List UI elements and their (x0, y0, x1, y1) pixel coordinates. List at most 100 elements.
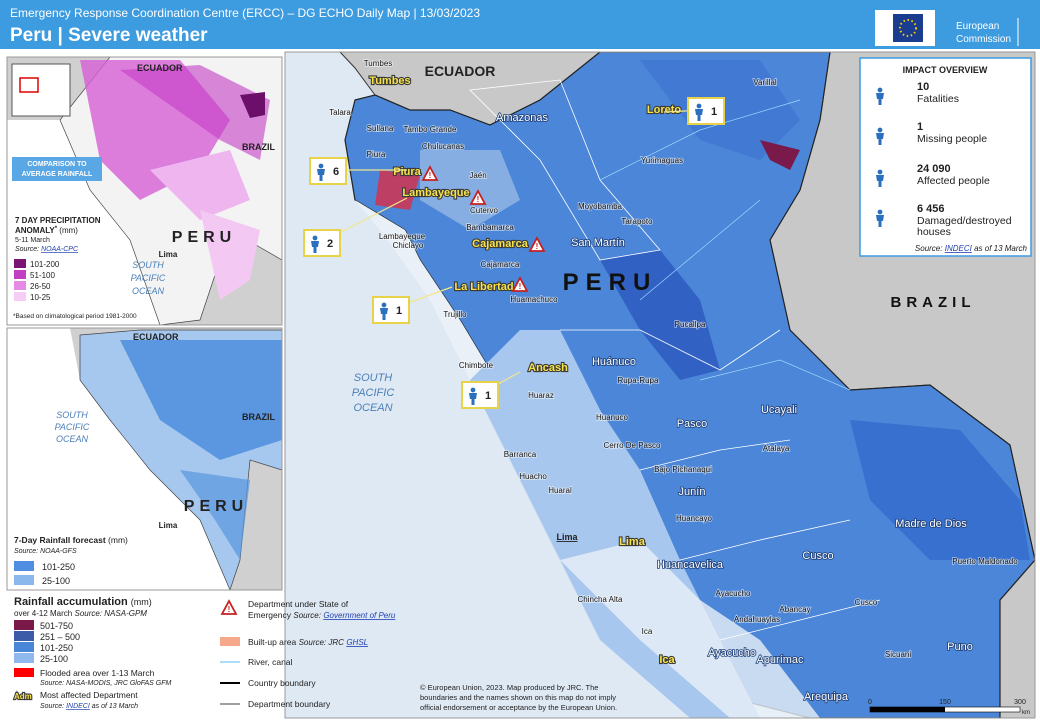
city-label: Varillal (753, 78, 777, 87)
affected-department: Cajamarca (472, 238, 529, 250)
impact-source: Source: INDECI as of 13 March (915, 244, 1028, 253)
city-label: Huamachuco (510, 295, 558, 304)
impact-value: 6 456 (917, 203, 945, 215)
city-label: Chimbote (459, 361, 494, 370)
callout-box (309, 157, 347, 185)
city-label: Barranca (504, 450, 537, 459)
city-label: Piura (367, 150, 386, 159)
locator (11, 63, 71, 117)
department-label: San Martín (571, 237, 625, 249)
legend-text: Department boundary (248, 699, 331, 709)
country-label: ECUADOR (425, 63, 496, 79)
inset-frame (6, 327, 283, 591)
city-label: Puerto Maldonado (952, 557, 1018, 566)
callout-value: 1 (485, 390, 491, 402)
legend-text: Emergency Source: Government of Peru (248, 610, 396, 620)
impact-title: IMPACT OVERVIEW (903, 65, 988, 75)
ocean-label: SOUTH (132, 260, 164, 270)
inset-frame (6, 56, 283, 326)
city-label: Abancay (779, 605, 810, 614)
comparison-badge (12, 157, 102, 181)
anomaly-title: 7 DAY PRECIPITATION (15, 216, 101, 225)
class-swatch (14, 575, 34, 585)
callout-value: 6 (333, 166, 339, 178)
department-label: Junín (679, 486, 706, 498)
department-label: Arequipa (804, 691, 849, 703)
class-label: 251 – 500 (40, 632, 80, 642)
class-label: 26-50 (30, 282, 51, 291)
department-label: Ayacucho (708, 647, 756, 659)
impact-value: 10 (917, 81, 929, 93)
disclaimer: official endorsement or acceptance by th… (420, 703, 617, 712)
department-label: Huancavelica (657, 559, 724, 571)
locator-box (19, 77, 39, 93)
city-label: Sicuani (885, 650, 911, 659)
class-label: 101-250 (42, 562, 75, 572)
country-label: BRAZIL (242, 412, 275, 422)
forecast-inset (7, 328, 282, 590)
class-swatch (14, 620, 34, 630)
capital-label: Lima (556, 532, 578, 542)
logo-text: Commission (956, 34, 1011, 45)
impact-value: 1 (917, 121, 923, 133)
country-label: PERU (172, 229, 236, 246)
affected-department: Loreto (647, 104, 682, 116)
affected-department: Lima (619, 536, 646, 548)
affected-department: Tumbes (369, 75, 410, 87)
city-label: Huacho (519, 472, 547, 481)
capital-label: Lima (159, 250, 178, 259)
class-swatch (14, 281, 26, 290)
city-label: Cutervo (470, 206, 499, 215)
department-label: Cusco (802, 550, 833, 562)
city-label: Chulucanas (422, 142, 464, 151)
city-label: Rupa-Rupa (618, 376, 659, 385)
city-label: Cajamarca (481, 260, 520, 269)
department-label: Pasco (677, 418, 708, 430)
header-band (0, 0, 1040, 49)
class-swatch (14, 653, 34, 663)
legend-title: Rainfall accumulation (mm) (14, 596, 152, 608)
impact-value: 24 090 (917, 163, 951, 175)
impact-label: Fatalities (917, 93, 959, 105)
ocean-label: PACIFIC (55, 422, 90, 432)
capital-label: Lima (159, 521, 178, 530)
agency-line: Emergency Response Coordination Centre (… (10, 6, 480, 20)
badge-text: AVERAGE RAINFALL (22, 171, 93, 178)
callout-value: 1 (396, 305, 402, 317)
department-label: Amazonas (496, 112, 548, 124)
city-label: Huancayo (676, 514, 713, 523)
class-label: 25-100 (40, 654, 68, 664)
legend-period: over 4-12 March Source: NASA-GPM (14, 609, 147, 618)
flood-swatch (14, 668, 34, 677)
builtup-swatch (220, 637, 240, 646)
logo-text: European (956, 21, 999, 32)
city-label: Cerro De Pasco (604, 441, 661, 450)
city-label: Trujillo (443, 310, 467, 319)
impact-label: Damaged/destroyed (917, 215, 1012, 227)
country-label: ECUADOR (133, 332, 179, 342)
callout-box (303, 229, 341, 257)
affected-department: Lambayeque (402, 187, 469, 199)
class-swatch (14, 631, 34, 641)
affected-department: Ica (659, 654, 675, 666)
class-label: 51-100 (30, 271, 55, 280)
department-label: Ucayali (761, 404, 797, 416)
country-label: BRAZIL (891, 294, 976, 311)
city-label: Jaén (469, 171, 486, 180)
callout-value: 1 (711, 106, 717, 118)
city-label: Sullana (367, 124, 394, 133)
class-swatch (14, 561, 34, 571)
city-label: Bambamarca (466, 223, 514, 232)
city-label: Tarapoto (621, 217, 653, 226)
anomaly-title: ANOMALY* (mm) (15, 223, 78, 235)
department-label: Apurímac (756, 654, 804, 666)
ocean-label: SOUTH (56, 410, 88, 420)
city-label: Talara (329, 108, 351, 117)
class-label: 10-25 (30, 293, 51, 302)
impact-label: houses (917, 226, 951, 238)
callout-box (461, 381, 499, 409)
callout-box (687, 97, 725, 125)
map-title: Peru | Severe weather (10, 25, 208, 46)
scale-label: 300 (1014, 699, 1026, 706)
city-label: Yurimaguas (641, 156, 683, 165)
